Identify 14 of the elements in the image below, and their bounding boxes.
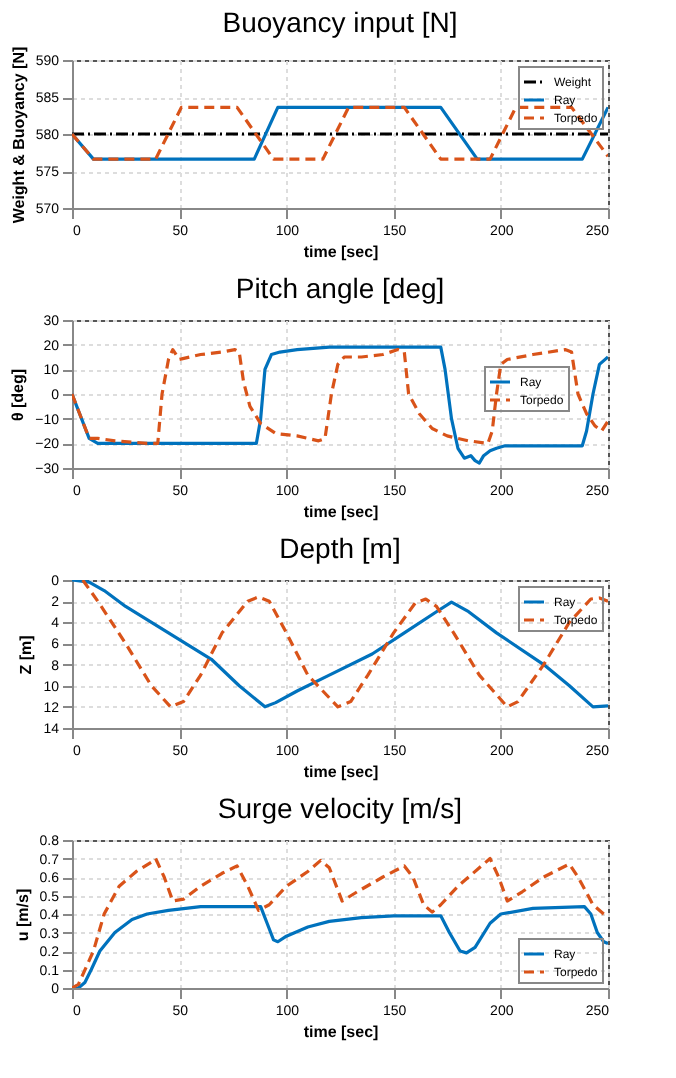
- y-axis-title: Weight & Buoyancy [N]: [9, 46, 28, 224]
- x-axis-title: time [sec]: [303, 243, 380, 261]
- x-axis-title: time [sec]: [303, 1023, 380, 1041]
- line-series: [72, 348, 608, 445]
- x-axis-title: time [sec]: [303, 503, 380, 521]
- y-axis-title: Z [m]: [17, 634, 36, 675]
- y-axis-title: θ [deg]: [9, 368, 28, 422]
- y-axis-title: u [m/s]: [13, 888, 32, 942]
- line-series: [72, 345, 608, 465]
- chart-title: Depth [m]: [279, 532, 401, 564]
- chart-title: Pitch angle [deg]: [235, 272, 445, 304]
- x-axis-title: time [sec]: [303, 763, 380, 781]
- chart-title: Surge velocity [m/s]: [217, 792, 463, 824]
- chart-title: Buoyancy input [N]: [222, 5, 458, 38]
